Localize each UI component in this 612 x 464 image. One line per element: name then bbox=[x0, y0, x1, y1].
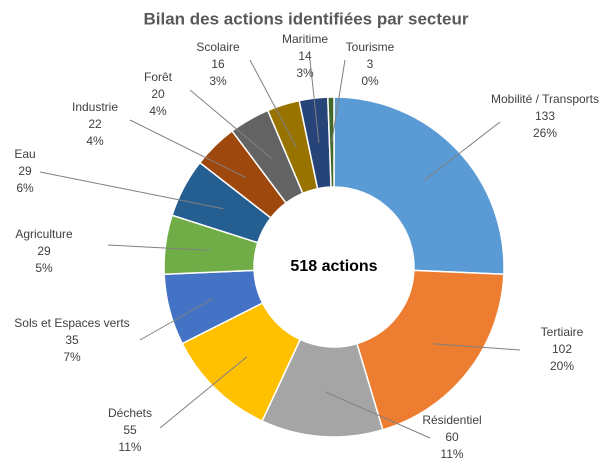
value-label: 16 bbox=[211, 57, 225, 71]
donut-segment bbox=[327, 96, 335, 188]
leader-line bbox=[139, 298, 214, 341]
category-label: Sols et Espaces verts bbox=[14, 316, 129, 330]
percentage-label: 6% bbox=[16, 181, 34, 195]
category-label: Tertiaire bbox=[541, 325, 584, 339]
leader-line bbox=[324, 391, 431, 439]
category-label: Mobilité / Transports bbox=[491, 92, 599, 106]
leader-line bbox=[129, 119, 247, 179]
value-label: 55 bbox=[123, 423, 137, 437]
category-label: Déchets bbox=[108, 406, 152, 420]
leader-line bbox=[189, 89, 273, 160]
percentage-label: 26% bbox=[533, 126, 557, 140]
donut-segment bbox=[356, 269, 505, 431]
percentage-label: 4% bbox=[149, 104, 167, 118]
chart-title: Bilan des actions identifiées par secteu… bbox=[143, 9, 468, 28]
category-label: Eau bbox=[14, 147, 35, 161]
category-label: Maritime bbox=[282, 32, 328, 46]
value-label: 133 bbox=[535, 109, 555, 123]
leader-line bbox=[432, 343, 521, 351]
category-label: Tourisme bbox=[346, 40, 395, 54]
category-label: Industrie bbox=[72, 100, 118, 114]
value-label: 14 bbox=[298, 49, 312, 63]
category-label: Scolaire bbox=[196, 40, 240, 54]
value-label: 29 bbox=[18, 164, 32, 178]
percentage-label: 4% bbox=[86, 134, 104, 148]
leader-line bbox=[249, 59, 298, 148]
category-label: Résidentiel bbox=[422, 413, 481, 427]
percentage-label: 3% bbox=[209, 74, 227, 88]
percentage-label: 11% bbox=[440, 447, 463, 461]
percentage-label: 5% bbox=[35, 261, 53, 275]
percentage-label: 3% bbox=[296, 66, 314, 80]
value-label: 29 bbox=[37, 244, 51, 258]
value-label: 20 bbox=[151, 87, 165, 101]
percentage-label: 20% bbox=[550, 359, 574, 373]
percentage-label: 7% bbox=[63, 350, 81, 364]
center-label: 518 actions bbox=[290, 258, 377, 275]
value-label: 3 bbox=[367, 57, 374, 71]
category-label: Agriculture bbox=[15, 227, 73, 241]
leader-line bbox=[331, 59, 346, 143]
leader-line bbox=[159, 356, 248, 429]
value-label: 60 bbox=[445, 430, 459, 444]
percentage-label: 0% bbox=[361, 74, 379, 88]
leader-line bbox=[423, 121, 501, 181]
value-label: 22 bbox=[88, 117, 102, 131]
leader-line bbox=[107, 244, 211, 251]
donut-segment bbox=[333, 96, 505, 275]
value-label: 35 bbox=[65, 333, 79, 347]
value-label: 102 bbox=[552, 342, 572, 356]
leader-line bbox=[39, 171, 224, 210]
percentage-label: 11% bbox=[118, 440, 141, 454]
leader-line bbox=[309, 59, 320, 143]
category-label: Forêt bbox=[144, 70, 173, 84]
